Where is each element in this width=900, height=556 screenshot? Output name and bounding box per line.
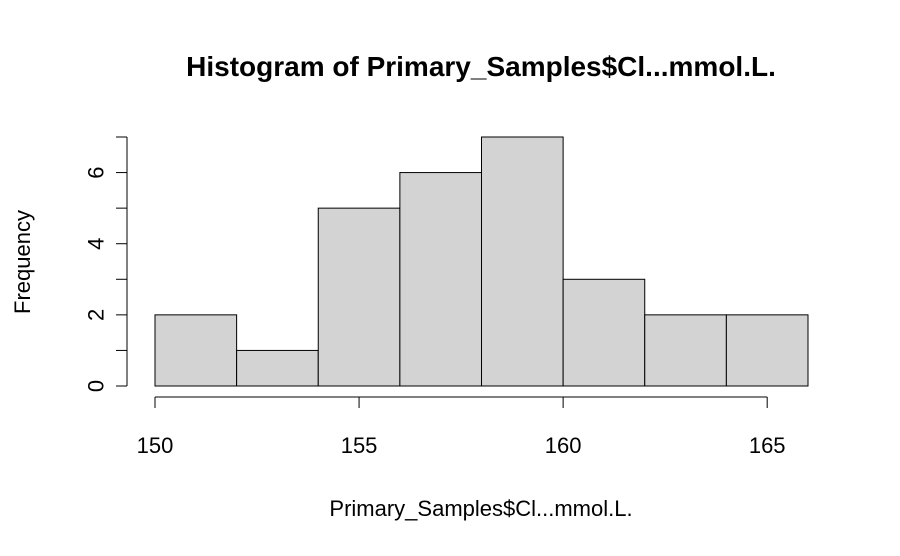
chart-title: Histogram of Primary_Samples$Cl...mmol.L… — [186, 51, 776, 82]
histogram-bar — [236, 349, 319, 387]
y-tick-label: 2 — [84, 309, 109, 321]
histogram-bar — [154, 314, 238, 387]
y-tick-label: 0 — [84, 380, 109, 392]
histogram-bar — [317, 207, 401, 387]
x-tick-label: 150 — [137, 433, 174, 458]
y-axis-label: Frequency — [10, 210, 35, 314]
x-axis: 150 155 160 165 — [137, 396, 786, 458]
x-tick-label: 160 — [545, 433, 582, 458]
histogram-bar — [399, 172, 482, 387]
histogram-bar — [562, 278, 646, 387]
y-axis: 0 2 4 6 — [84, 136, 128, 392]
y-tick-label: 6 — [84, 166, 109, 178]
x-tick-label: 165 — [749, 433, 786, 458]
bars-group — [154, 136, 809, 387]
histogram-bar — [644, 314, 727, 387]
histogram-bar — [725, 314, 809, 387]
y-tick-label: 4 — [84, 238, 109, 250]
x-axis-label: Primary_Samples$Cl...mmol.L. — [329, 496, 632, 521]
x-tick-label: 155 — [341, 433, 378, 458]
histogram-bar — [481, 136, 564, 387]
